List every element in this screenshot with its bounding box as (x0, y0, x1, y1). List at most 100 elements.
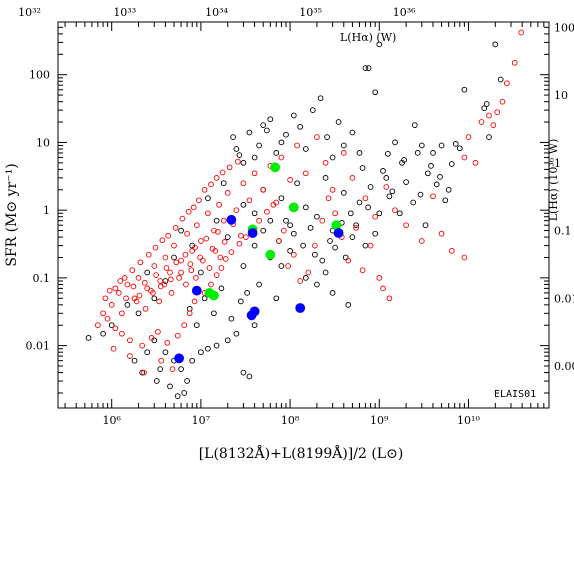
data-point (251, 322, 258, 329)
data-point (188, 267, 195, 274)
data-point (452, 141, 459, 147)
data-point (376, 210, 383, 217)
data-point (85, 335, 92, 341)
highlight-point (174, 353, 184, 364)
right-tick-label: 1 (554, 157, 561, 170)
data-point (353, 222, 359, 229)
data-point (465, 134, 472, 140)
data-point (504, 80, 510, 87)
data-point (273, 150, 280, 156)
data-point (349, 175, 356, 181)
data-point (201, 295, 208, 302)
data-point (181, 390, 188, 396)
data-point (220, 180, 227, 187)
data-point (365, 65, 372, 71)
highlight-point (247, 228, 258, 238)
data-point (100, 310, 106, 317)
data-point (396, 210, 403, 217)
y-tick-label: 10 (36, 136, 50, 149)
data-point (270, 201, 277, 208)
data-point (112, 285, 119, 292)
data-point (201, 186, 208, 193)
data-point (260, 227, 267, 234)
data-point (376, 41, 383, 48)
data-point (246, 129, 253, 136)
data-point (340, 142, 347, 149)
data-point (193, 275, 199, 281)
data-point (186, 310, 193, 317)
data-point (256, 217, 262, 224)
data-point (127, 337, 133, 344)
data-point (153, 378, 160, 384)
data-point (430, 150, 436, 156)
data-point (198, 238, 204, 244)
data-point (151, 295, 158, 302)
data-point (392, 139, 398, 146)
data-point (124, 281, 131, 288)
data-point (198, 349, 204, 356)
data-point (359, 267, 366, 274)
data-point (380, 168, 386, 174)
data-point (411, 122, 418, 128)
data-point (185, 208, 192, 215)
data-point (356, 199, 363, 206)
data-point (322, 269, 329, 276)
x-tick-label: 10⁶ (102, 414, 121, 427)
data-point (171, 242, 177, 249)
data-point (215, 228, 221, 235)
data-point (206, 265, 213, 271)
highlight-point (191, 285, 202, 296)
data-point (312, 251, 318, 258)
highlight-point (246, 310, 257, 321)
data-point (179, 215, 186, 222)
data-point (218, 285, 225, 292)
data-point (367, 242, 374, 249)
data-point (285, 263, 291, 269)
top-tick-label: 10³⁴ (205, 6, 228, 19)
top-axis-title: L(Hα) (W) (340, 31, 396, 44)
data-point (362, 242, 369, 249)
axis-ticks (58, 21, 550, 408)
data-point (290, 112, 297, 119)
data-point (219, 169, 226, 176)
data-point (240, 180, 247, 187)
y-tick-label: 0.01 (26, 340, 51, 353)
data-point (472, 159, 479, 166)
data-point (365, 204, 371, 211)
y-axis-title: SFR (M⊙ yr⁻¹) (4, 163, 20, 266)
data-point (224, 190, 231, 196)
data-point (167, 269, 173, 276)
highlight-point (295, 303, 306, 313)
data-point (136, 292, 143, 299)
data-point (158, 357, 165, 364)
data-point (260, 122, 267, 128)
data-point (287, 177, 293, 183)
data-point (178, 257, 184, 264)
data-point (383, 175, 390, 181)
data-point (456, 145, 463, 152)
data-point (283, 131, 289, 138)
data-point (322, 159, 329, 166)
data-point (324, 134, 330, 140)
data-point (139, 342, 146, 349)
data-point (124, 302, 131, 308)
data-point (403, 222, 409, 229)
top-tick-label: 10³⁵ (299, 6, 322, 19)
data-point (108, 302, 115, 308)
data-point (230, 134, 236, 140)
data-point (478, 119, 485, 125)
data-point (356, 150, 363, 156)
data-point (438, 142, 445, 149)
data-point (233, 207, 240, 214)
data-point (448, 248, 455, 254)
data-point (119, 330, 125, 337)
highlight-point (204, 287, 215, 298)
data-point (312, 242, 318, 249)
data-point (392, 207, 398, 214)
data-point (141, 279, 148, 286)
data-point (159, 237, 166, 244)
highlight-point (270, 162, 280, 173)
data-point (290, 251, 297, 258)
data-point (461, 154, 468, 161)
data-point (211, 310, 217, 317)
